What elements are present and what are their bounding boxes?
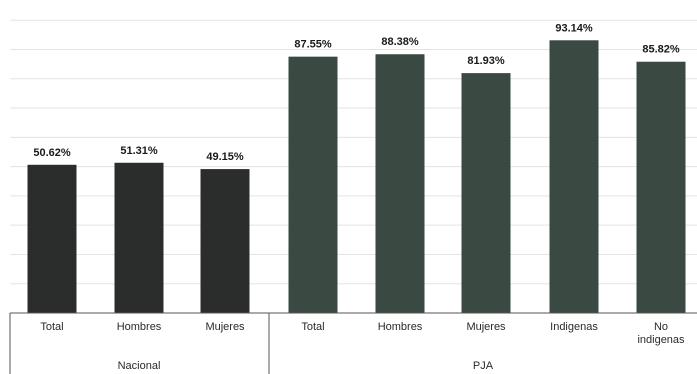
category-label: Mujeres [205,321,245,333]
group-label-nacional: Nacional [118,360,161,372]
category-label: Mujeres [466,321,506,333]
value-label: 50.62% [33,147,71,159]
category-label: No indigenas [637,321,685,346]
category-label: Total [301,321,324,333]
bar-nacional-total [27,164,77,313]
category-axis: Total Hombres Mujeres Total Hombres Mujeres In… [9,312,697,374]
value-label: 85.82% [642,44,680,56]
value-label: 51.31% [120,145,158,157]
bar-pja-no-indígenas [636,61,686,313]
category-label: Total [40,321,63,333]
bar-nacional-mujeres [200,169,250,313]
bar-pja-hombres [375,54,425,313]
bar-pja-mujeres [461,73,511,313]
value-labels-group: 50.62% 51.31% 49.15% 87.55% 88.38% 81.93% 93.1… [33,22,680,163]
category-label: Hombres [117,321,162,333]
value-label: 49.15% [206,151,244,163]
group-label-pja: PJA [473,360,494,372]
value-label: 81.93% [467,55,505,67]
category-label: Indigenas [550,321,598,333]
value-label: 87.55% [294,39,332,51]
bar-pja-total [288,56,338,314]
category-label: Hombres [378,321,423,333]
value-label: 88.38% [381,36,419,48]
bar-pja-indígenas [549,40,599,314]
bar-nacional-hombres [114,162,164,313]
value-label: 93.14% [555,22,593,34]
bars-group [27,40,686,314]
